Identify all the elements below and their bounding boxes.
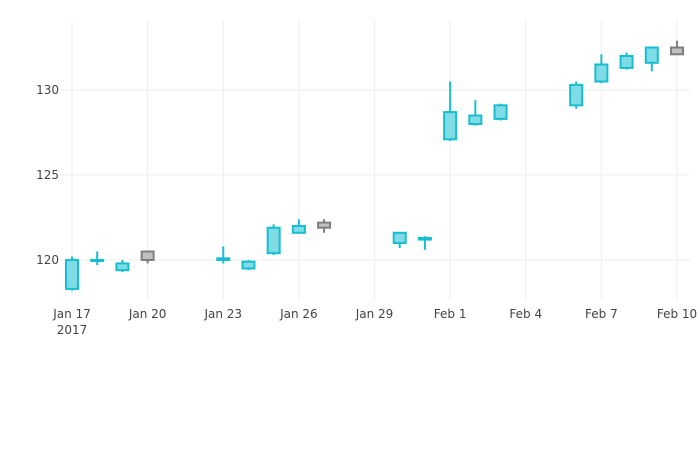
candle-body [90,259,105,262]
candle [443,81,458,141]
candle-body [644,46,659,64]
candle [65,256,79,291]
candle [619,52,634,70]
candle [594,54,609,84]
y-gridlines [60,89,690,261]
candle [241,260,256,271]
y-tick-label: 130 [36,83,59,97]
x-tick-label: Jan 17 [52,307,91,321]
x-tick-label: Feb 1 [434,307,467,321]
x-tick-label: Feb 4 [509,307,542,321]
candle [216,246,231,264]
candle-body [443,111,458,141]
candle [644,46,659,72]
x-tick-label: Jan 26 [279,307,318,321]
x-tick-label: Feb 7 [585,307,618,321]
candle-body [417,236,432,241]
candle [468,100,483,126]
candle-body [493,104,508,120]
candle [392,231,407,249]
candle-body [291,225,306,234]
candle-body [594,63,609,83]
candles [65,40,684,291]
candle-body [216,257,231,261]
x-gridlines [71,20,678,300]
candle [569,81,584,109]
candle [670,40,684,56]
candle-body [115,262,130,272]
x-tick-label: Feb 10 [657,307,697,321]
y-tick-label: 125 [36,168,59,182]
candle-body [619,55,634,69]
candle-body [392,231,407,245]
candle-body [140,250,155,261]
candle-body [317,221,332,229]
x-axis-tick-labels: Jan 17 Jan 20 Jan 23 Jan 26 Jan 29 Feb 1 Feb 4… [52,307,697,337]
candle [90,251,105,266]
candle-body [670,46,684,56]
candle [291,219,306,234]
candle [417,236,432,250]
candle-body [468,114,483,125]
candle-body [266,226,281,255]
candle-body [569,83,584,107]
y-axis-tick-labels: 120 125 130 [36,83,59,267]
candle [493,103,508,121]
y-tick-label: 120 [36,253,59,267]
x-tick-label: Jan 23 [203,307,242,321]
x-tick-label: Jan 29 [355,307,394,321]
x-tick-sublabel: 2017 [57,323,88,337]
candle [317,219,332,233]
candle [115,260,130,272]
candle-body [241,260,256,270]
x-tick-label: Jan 20 [128,307,167,321]
candle [140,250,155,264]
candle-body [65,259,79,290]
candle [266,224,281,255]
